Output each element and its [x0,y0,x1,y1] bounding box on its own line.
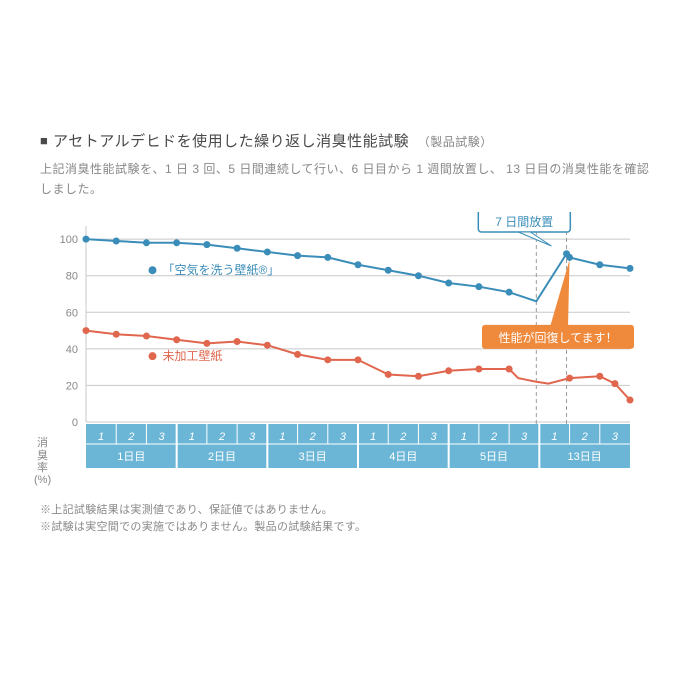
svg-text:3: 3 [430,431,437,443]
svg-text:2: 2 [399,431,406,443]
svg-text:1: 1 [551,431,557,443]
svg-text:2: 2 [218,431,225,443]
svg-text:2日目: 2日目 [208,451,236,463]
line-chart: 0 20 40 60 80 100 1 2 3 1日目 1 2 3 2日目 1 2 3 3日目 1 2 3 4日目 1 2 3 5… [40,212,640,492]
svg-text:未加工壁紙: 未加工壁紙 [162,348,222,363]
chart-description: 上記消臭性能試験を、1 日 3 回、5 日間連続して行い、6 日目から 1 週間… [40,159,660,200]
svg-text:2: 2 [581,431,588,443]
svg-text:1: 1 [98,431,104,443]
svg-text:1: 1 [461,431,467,443]
svg-text:3日目: 3日目 [299,451,327,463]
chart-area: 消臭率(%) 0204060801001231日目1232日目1233日目123… [40,212,640,492]
svg-text:3: 3 [612,431,619,443]
svg-text:80: 80 [66,270,78,282]
svg-text:7 日間放置: 7 日間放置 [495,214,553,229]
svg-text:2: 2 [490,431,497,443]
footnotes: ※上記試験結果は実測値であり、保証値ではありません。※試験は実空間での実施ではあ… [40,502,660,537]
svg-text:0: 0 [72,417,78,429]
y-axis-label: 消臭率(%) [34,437,51,485]
title-sub: （製品試験） [418,135,493,149]
svg-text:1: 1 [370,431,376,443]
svg-text:「空気を洗う壁紙®」: 「空気を洗う壁紙®」 [162,262,279,277]
svg-text:4日目: 4日目 [389,451,417,463]
svg-text:5日目: 5日目 [480,451,508,463]
svg-text:1: 1 [279,431,285,443]
svg-text:3: 3 [340,431,347,443]
svg-text:3: 3 [249,431,256,443]
svg-text:1日目: 1日目 [117,451,145,463]
svg-text:20: 20 [66,380,78,392]
svg-text:60: 60 [66,307,78,319]
svg-text:100: 100 [60,234,78,246]
svg-text:2: 2 [309,431,316,443]
svg-text:40: 40 [66,344,78,356]
svg-text:1: 1 [189,431,195,443]
svg-text:3: 3 [158,431,165,443]
svg-text:13日目: 13日目 [568,451,602,463]
title-marker: ■ [40,133,48,148]
chart-title: ■ アセトアルデヒドを使用した繰り返し消臭性能試験 （製品試験） [40,130,660,151]
svg-text:2: 2 [127,431,134,443]
title-text: アセトアルデヒドを使用した繰り返し消臭性能試験 [53,133,409,150]
svg-text:3: 3 [521,431,528,443]
svg-text:性能が回復してます！: 性能が回復してます！ [498,330,617,345]
